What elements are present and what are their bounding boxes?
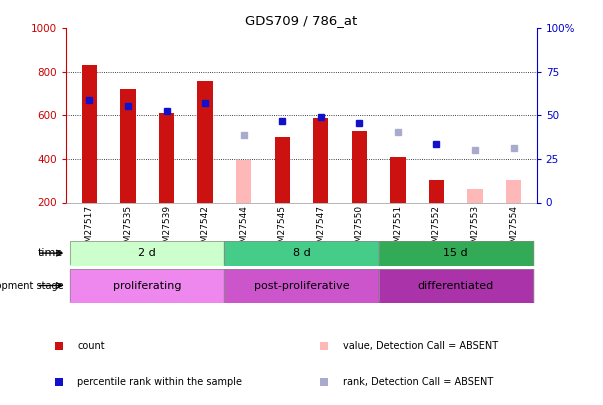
Text: 8 d: 8 d [292,248,311,258]
Bar [197,81,213,202]
Text: time: time [38,248,63,258]
Text: post-proliferative: post-proliferative [254,281,349,290]
Text: value, Detection Call = ABSENT: value, Detection Call = ABSENT [343,341,498,351]
Title: GDS709 / 786_at: GDS709 / 786_at [245,14,358,27]
Bar [274,137,290,202]
Text: rank, Detection Call = ABSENT: rank, Detection Call = ABSENT [343,377,493,387]
Text: 2 d: 2 d [139,248,156,258]
Bar [159,113,174,202]
Bar [82,65,97,202]
Bar [236,160,251,202]
Bar [121,90,136,202]
Bar [390,157,406,202]
Text: 15 d: 15 d [443,248,468,258]
Text: proliferating: proliferating [113,281,182,290]
Bar [506,180,521,202]
Text: count: count [77,341,105,351]
Text: differentiated: differentiated [418,281,494,290]
Bar [429,180,444,202]
Text: development stage: development stage [0,281,63,290]
Bar [352,131,367,202]
Bar [313,117,329,202]
Text: percentile rank within the sample: percentile rank within the sample [77,377,242,387]
Bar [467,190,482,202]
